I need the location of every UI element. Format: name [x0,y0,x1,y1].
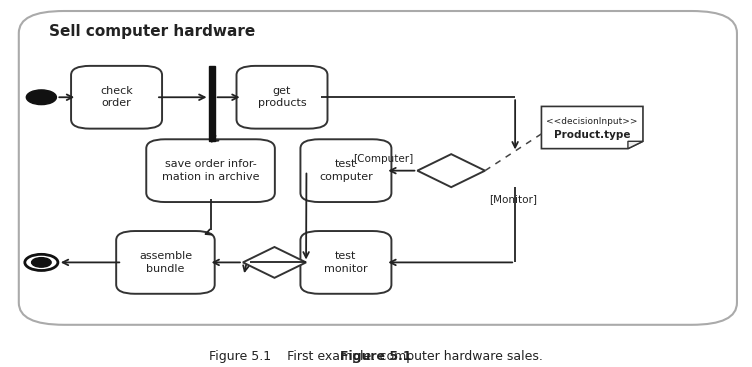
Circle shape [26,90,56,105]
Text: save order infor-
mation in archive: save order infor- mation in archive [162,159,259,182]
Text: Sell computer hardware: Sell computer hardware [49,24,255,39]
FancyBboxPatch shape [301,231,391,294]
Polygon shape [628,141,643,149]
Text: get
products: get products [258,86,306,109]
Polygon shape [243,247,306,278]
Polygon shape [541,106,643,149]
Text: [Monitor]: [Monitor] [489,195,537,204]
FancyBboxPatch shape [19,11,737,325]
Text: Figure 5.1: Figure 5.1 [340,350,412,363]
Circle shape [32,258,51,267]
FancyBboxPatch shape [301,139,391,202]
FancyBboxPatch shape [116,231,215,294]
FancyBboxPatch shape [71,66,162,129]
FancyBboxPatch shape [236,66,327,129]
Text: Figure 5.1    First example: computer hardware sales.: Figure 5.1 First example: computer hardw… [209,350,543,363]
Text: test
computer: test computer [319,159,373,182]
Text: check
order: check order [100,86,133,109]
Text: Product.type: Product.type [554,130,630,140]
Text: <<decisionInput>>: <<decisionInput>> [547,117,638,126]
Text: [Computer]: [Computer] [353,154,414,164]
Polygon shape [417,154,485,187]
Bar [209,66,215,141]
Text: assemble
bundle: assemble bundle [139,251,192,274]
Text: test
monitor: test monitor [324,251,368,274]
FancyBboxPatch shape [146,139,275,202]
